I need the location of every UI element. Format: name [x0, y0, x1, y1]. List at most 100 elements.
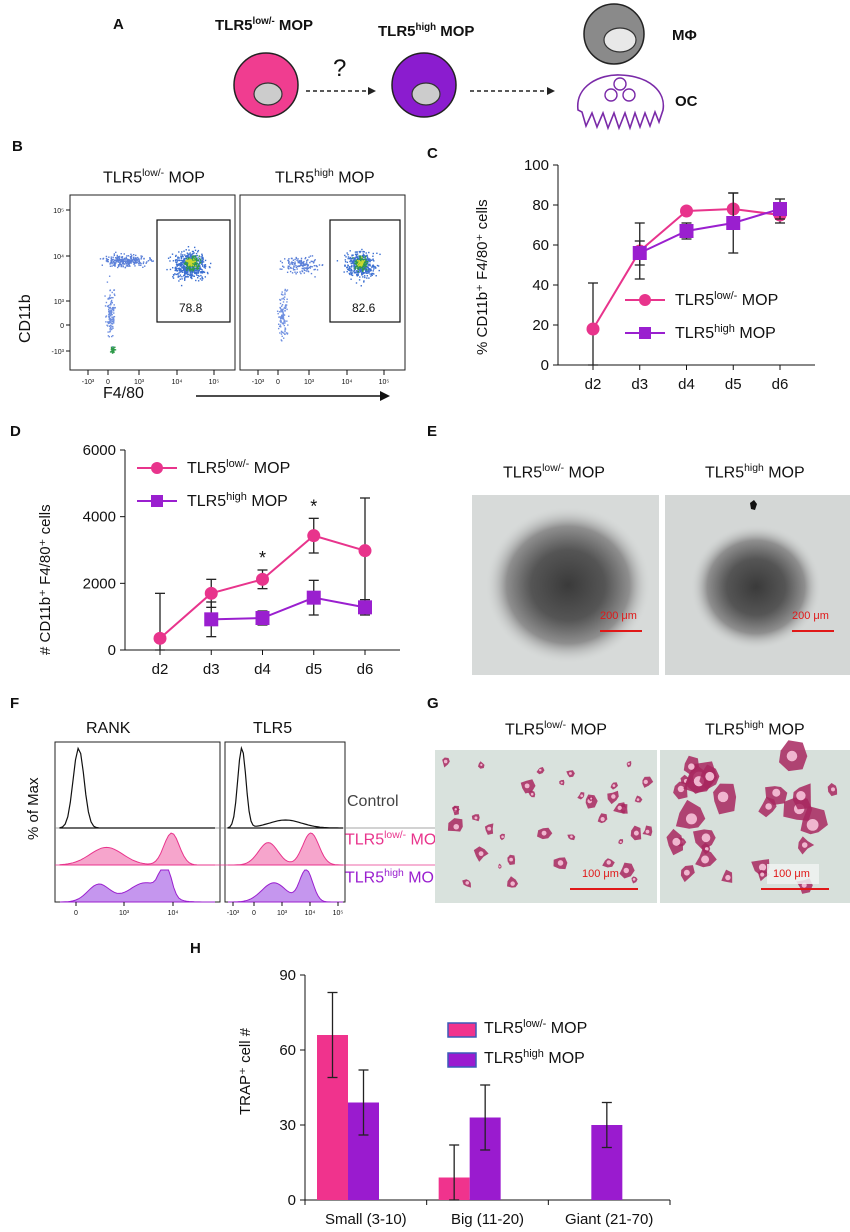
flow-event	[193, 255, 196, 257]
flow-event	[282, 301, 285, 303]
flow-event	[112, 346, 115, 348]
flow-event	[283, 324, 286, 327]
flow-event	[287, 259, 290, 262]
flow-event	[109, 328, 111, 330]
flow-event	[134, 261, 137, 264]
flow-event	[354, 267, 356, 269]
flow-event	[368, 268, 371, 270]
flow-event	[366, 256, 369, 259]
flow-event	[361, 266, 364, 268]
osteoclast-cell	[577, 74, 665, 131]
flow-event	[174, 255, 177, 258]
flow-event	[361, 265, 364, 268]
flow-event	[199, 262, 202, 264]
flow-event	[360, 285, 362, 287]
flow-event	[110, 310, 113, 313]
flow-event	[194, 249, 197, 252]
flow-event	[198, 269, 200, 272]
flow-event	[179, 275, 181, 278]
flow-event	[187, 253, 190, 255]
flow-event	[185, 272, 188, 275]
flow-event	[353, 270, 355, 272]
flow-event	[281, 322, 284, 324]
flow-event	[108, 321, 110, 323]
series-line-1	[639, 208, 781, 254]
flow-event	[132, 261, 134, 264]
flow-event	[348, 272, 351, 275]
flow-event	[358, 255, 361, 257]
flow-event	[186, 261, 188, 264]
y-tick-label: 40	[532, 277, 549, 294]
flow-event	[359, 255, 362, 257]
flow-event	[280, 308, 282, 311]
flow-event	[187, 273, 190, 276]
flow-event	[178, 259, 180, 261]
flow-event	[182, 267, 184, 269]
flow-event	[292, 261, 294, 264]
panel-f-left-title: RANK	[86, 720, 131, 737]
flow-event	[120, 265, 123, 267]
flow-event	[284, 322, 286, 324]
flow-event	[279, 316, 281, 318]
trap-cell-nucleus	[806, 819, 819, 831]
hist-x-tick-label: 0	[252, 910, 256, 917]
flow-event	[349, 260, 351, 263]
flow-event	[299, 262, 301, 264]
flow-event	[310, 272, 313, 275]
flow-event	[362, 250, 364, 253]
osteoclast-label: OC	[675, 93, 698, 110]
data-point	[773, 202, 787, 216]
flow-event	[111, 265, 113, 267]
flow-event	[112, 321, 115, 323]
flow-event	[122, 258, 124, 260]
data-point	[680, 204, 693, 218]
flow-event	[195, 265, 197, 267]
flow-event	[112, 352, 114, 354]
flow-event	[195, 267, 198, 270]
flow-event	[292, 267, 294, 270]
flow-x-tick-label: 10⁴	[342, 379, 353, 386]
hist-x-tick-label: 0	[74, 910, 78, 917]
flow-event	[281, 310, 283, 312]
flow-event	[194, 264, 196, 266]
flow-event	[109, 315, 111, 317]
flow-event	[142, 262, 145, 265]
flow-event	[196, 254, 198, 257]
flow-event	[190, 273, 193, 275]
flow-event	[367, 272, 370, 274]
flow-event	[185, 266, 188, 269]
flow-event	[197, 249, 200, 252]
flow-event	[279, 298, 281, 301]
flow-event	[127, 260, 129, 263]
flow-event	[286, 301, 288, 303]
flow-event	[194, 260, 196, 262]
panel-a-cell2-title: TLR5high MOP	[378, 22, 475, 40]
flow-event	[122, 263, 124, 265]
x-tick-label: Giant (21-70)	[565, 1211, 653, 1228]
flow-event	[204, 265, 207, 268]
flow-event	[344, 261, 347, 263]
flow-event	[113, 320, 115, 322]
flow-event	[126, 261, 129, 263]
flow-event	[359, 265, 361, 268]
flow-event	[294, 271, 296, 273]
flow-event	[116, 254, 118, 257]
flow-event	[283, 313, 285, 316]
flow-event	[350, 262, 352, 264]
flow-event	[280, 319, 282, 322]
flow-event	[281, 315, 284, 318]
flow-event	[280, 330, 283, 333]
flow-event	[363, 280, 365, 282]
flow-event	[193, 257, 195, 259]
flow-event	[364, 262, 366, 264]
flow-event	[359, 270, 362, 272]
flow-event	[284, 288, 286, 291]
flow-event	[125, 261, 127, 263]
flow-event	[359, 269, 362, 272]
flow-event	[124, 258, 126, 261]
flow-event	[360, 260, 362, 263]
flow-event	[294, 261, 296, 263]
flow-event	[204, 264, 207, 266]
flow-event	[122, 262, 125, 264]
flow-event	[362, 253, 365, 255]
